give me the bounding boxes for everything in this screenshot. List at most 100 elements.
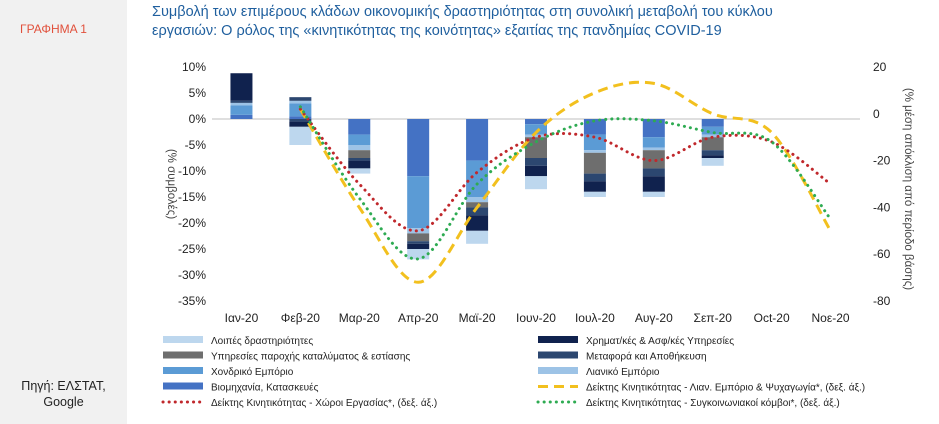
x-tick-label: Αυγ-20	[635, 311, 673, 325]
bar-segment	[289, 126, 312, 145]
bar-segment	[642, 176, 665, 192]
bar-segment	[525, 158, 547, 166]
y2-tick-label: -20	[873, 154, 891, 168]
bar-segment	[701, 134, 724, 138]
x-tick-label: Μαϊ-20	[459, 311, 496, 325]
x-tick-label: Ιουλ-20	[575, 311, 615, 325]
bar-segment	[466, 160, 489, 197]
legend-label: Δείκτης Κινητικότητας - Συγκοινωνιακοί κ…	[586, 397, 840, 409]
legend-label: Δείκτης Κινητικότητας - Χώροι Εργασίας*,…	[211, 397, 437, 409]
bar-segment	[348, 158, 371, 161]
legend-label: Υπηρεσίες παροχής καταλύματος & εστίασης	[211, 351, 410, 363]
legend-label: Βιομηχανία, Κατασκευές	[211, 382, 319, 394]
legend-swatch	[538, 367, 578, 374]
legend-swatch	[163, 382, 203, 390]
bar-segment	[583, 173, 606, 182]
legend-swatch	[538, 336, 578, 343]
y2-tick-label: -40	[873, 200, 891, 214]
bar-segment	[407, 228, 430, 234]
bar-segment	[642, 137, 665, 148]
bar-segment	[583, 152, 606, 174]
bar-segment	[701, 150, 724, 156]
bar-segment	[348, 168, 371, 174]
bar-segment	[642, 119, 665, 138]
bar-segment	[230, 100, 253, 103]
legend-label: Λιανικό Εμπόριο	[586, 366, 660, 378]
y-tick-label: 10%	[182, 60, 206, 74]
y2-tick-label: -60	[873, 247, 891, 261]
x-tick-label: Ιαν-20	[225, 311, 259, 325]
x-tick-label: Νοε-20	[812, 311, 850, 325]
bar-segment	[466, 202, 489, 208]
bar-segment	[701, 126, 724, 135]
legend-label: Μεταφορά και Αποθήκευση	[586, 351, 707, 363]
bar-segment	[583, 181, 606, 192]
legend-label: Χρηματ/κές & Ασφ/κές Υπηρεσίες	[586, 335, 734, 347]
x-tick-label: Φεβ-20	[281, 311, 320, 325]
bar-segment	[348, 160, 371, 169]
y2-axis-label: (% μέση απόκλιση από περίοδο βάσης)	[902, 88, 914, 290]
bar-segment	[583, 191, 606, 197]
x-tick-label: Ιουν-20	[516, 311, 556, 325]
bar-segment	[289, 100, 312, 104]
chart-title: Συμβολή των επιμέρους κλάδων οικονομικής…	[152, 3, 932, 41]
bar-segment	[407, 176, 430, 229]
y2-tick-label: -80	[873, 294, 891, 308]
y-tick-label: -35%	[178, 294, 206, 308]
bar-segment	[642, 147, 665, 151]
bar-segment	[583, 150, 606, 153]
source-line-2: Google	[43, 395, 84, 409]
bar-segment	[642, 168, 665, 177]
bar-segment	[466, 230, 489, 244]
source-line-1: Πηγή: ΕΛΣΤΑΤ,	[21, 379, 106, 393]
bar-segment	[642, 150, 665, 169]
legend-label: Δείκτης Κινητικότητας - Λιαν. Εμπόριο & …	[586, 382, 865, 394]
legend-swatch	[163, 336, 203, 343]
bar-segment	[525, 134, 547, 138]
x-tick-label: Απρ-20	[398, 311, 439, 325]
y-tick-label: -5%	[185, 138, 207, 152]
bar-segment	[642, 191, 665, 197]
bar-segment	[525, 137, 547, 158]
bar-segment	[230, 102, 253, 106]
chart-title-line-1: Συμβολή των επιμέρους κλάδων οικονομικής…	[152, 4, 773, 20]
y-tick-label: -20%	[178, 216, 206, 230]
y2-tick-label: 20	[873, 60, 887, 74]
legend-label: Χονδρικό Εμπόριο	[211, 366, 294, 378]
bar-segment	[407, 249, 430, 260]
figure-tag: ΓΡΑΦΗΜΑ 1	[20, 22, 87, 36]
bar-segment	[525, 119, 547, 125]
bar-segment	[466, 215, 489, 231]
y-tick-label: -30%	[178, 268, 206, 282]
bar-segment	[407, 241, 430, 244]
line-series	[298, 107, 833, 233]
y-tick-label: -15%	[178, 190, 206, 204]
chart-title-line-2: εργασιών: Ο ρόλος της «κινητικότητας της…	[152, 23, 722, 39]
y2-tick-label: 0	[873, 107, 880, 121]
y-axis-label: (% συμβολές)	[165, 149, 177, 219]
bar-segment	[466, 119, 489, 161]
bar-segment	[348, 134, 371, 145]
bar-segment	[289, 121, 312, 127]
x-tick-label: Σεπ-20	[694, 311, 733, 325]
legend-swatch	[163, 351, 203, 359]
bar-segment	[348, 145, 371, 151]
bar-segment	[466, 197, 489, 203]
bar-segment	[701, 137, 724, 151]
bar-segment	[466, 207, 489, 216]
line-series	[299, 80, 832, 284]
x-tick-label: Μαρ-20	[339, 311, 380, 325]
bar-segment	[407, 119, 430, 177]
bar-segment	[701, 119, 724, 127]
bar-segment	[583, 119, 606, 135]
source-note: Πηγή: ΕΛΣΤΑΤ, Google	[0, 378, 127, 410]
bar-segment	[289, 116, 312, 119]
bar-segment	[348, 119, 371, 135]
y-tick-label: -10%	[178, 164, 206, 178]
bar-segment	[701, 158, 724, 166]
sidebar: ΓΡΑΦΗΜΑ 1 Πηγή: ΕΛΣΤΑΤ, Google	[0, 0, 127, 424]
y-tick-label: 0%	[189, 112, 207, 126]
bar-segment	[525, 124, 547, 135]
bar-segment	[701, 155, 724, 158]
